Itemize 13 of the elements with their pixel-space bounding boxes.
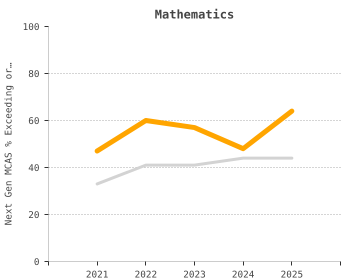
y-tick-label: 40 <box>28 163 40 174</box>
y-axis-title: Next Gen MCAS % Exceeding or… <box>4 62 15 226</box>
x-tick-label: 2021 <box>86 270 108 280</box>
chart-title: Mathematics <box>154 8 234 22</box>
y-tick-label: 60 <box>28 116 40 127</box>
y-tick-label: 0 <box>34 257 40 268</box>
x-tick-label: 2025 <box>280 270 304 280</box>
y-tick-label: 100 <box>22 22 40 33</box>
x-tick-label: 2022 <box>134 270 158 280</box>
x-tick-label: 2024 <box>232 270 255 280</box>
y-tick-label: 80 <box>28 69 40 80</box>
y-tick-label: 20 <box>28 210 40 221</box>
x-tick-label: 2023 <box>183 270 206 280</box>
